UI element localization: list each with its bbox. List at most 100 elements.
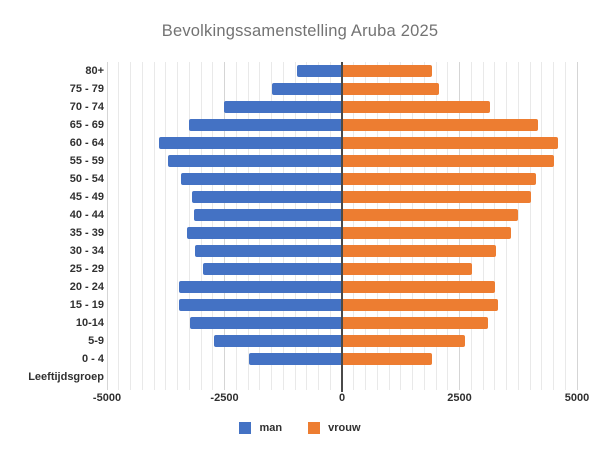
- category-label-10-14: 10-14: [75, 317, 104, 329]
- bar-vrouw-45 - 49: [342, 191, 531, 203]
- bar-vrouw-15 - 19: [342, 299, 498, 311]
- bar-man-25 - 29: [203, 263, 342, 275]
- category-label-65 - 69: 65 - 69: [69, 119, 104, 131]
- bar-vrouw-25 - 29: [342, 263, 472, 275]
- minor-gridline: [306, 62, 308, 390]
- legend-item-vrouw: vrouw: [308, 422, 361, 434]
- minor-gridline: [482, 62, 484, 390]
- x-tick-label--2500: -2500: [210, 392, 239, 404]
- legend: man vrouw: [0, 422, 600, 434]
- bar-vrouw-40 - 44: [342, 209, 518, 221]
- bar-vrouw-5-9: [342, 335, 465, 347]
- bar-vrouw-75 - 79: [342, 83, 440, 95]
- category-label-5-9: 5-9: [88, 335, 104, 347]
- chart-title: Bevolkingssamenstelling Aruba 2025: [161, 22, 439, 40]
- minor-gridline: [517, 62, 519, 390]
- bar-man-30 - 34: [194, 245, 342, 257]
- minor-gridline: [447, 62, 449, 390]
- category-label-45 - 49: 45 - 49: [69, 191, 104, 203]
- minor-gridline: [329, 62, 331, 390]
- bar-man-80+: [296, 65, 342, 77]
- bar-vrouw-30 - 34: [342, 245, 497, 257]
- minor-gridline: [494, 62, 496, 390]
- bar-man-60 - 64: [159, 137, 342, 149]
- bar-man-55 - 59: [167, 155, 342, 167]
- minor-gridline: [564, 62, 566, 390]
- bar-man-50 - 54: [180, 173, 342, 185]
- category-label-30 - 34: 30 - 34: [69, 245, 104, 257]
- minor-gridline: [141, 62, 143, 390]
- category-label-35 - 39: 35 - 39: [69, 227, 104, 239]
- minor-gridline: [529, 62, 531, 390]
- minor-gridline: [318, 62, 319, 390]
- category-label-70 - 74: 70 - 74: [69, 101, 104, 113]
- minor-gridline: [423, 62, 425, 390]
- minor-gridline: [294, 62, 296, 390]
- x-tick-label-2500: 2500: [447, 392, 472, 404]
- category-label-40 - 44: 40 - 44: [69, 209, 104, 221]
- category-label-75 - 79: 75 - 79: [69, 83, 104, 95]
- minor-gridline: [200, 62, 202, 390]
- major-gridline: [459, 62, 460, 390]
- bar-vrouw-10-14: [342, 317, 488, 329]
- legend-label-man: man: [259, 422, 283, 434]
- bar-man-0 - 4: [248, 353, 342, 365]
- bar-vrouw-60 - 64: [342, 137, 558, 149]
- minor-gridline: [153, 62, 155, 390]
- bar-man-40 - 44: [193, 209, 342, 221]
- x-tick-label-0: 0: [338, 392, 346, 404]
- minor-gridline: [365, 62, 366, 390]
- minor-gridline: [388, 62, 390, 390]
- bar-man-75 - 79: [272, 83, 342, 95]
- minor-gridline: [553, 62, 554, 390]
- bar-vrouw-50 - 54: [342, 173, 537, 185]
- bar-vrouw-55 - 59: [342, 155, 554, 167]
- bar-man-15 - 19: [178, 299, 342, 311]
- category-label-15 - 19: 15 - 19: [69, 299, 104, 311]
- minor-gridline: [353, 62, 355, 390]
- legend-swatch-vrouw: [308, 422, 321, 434]
- bar-vrouw-35 - 39: [342, 227, 511, 239]
- x-tick-label-5000: 5000: [564, 392, 590, 404]
- bar-man-5-9: [214, 335, 342, 347]
- legend-label-vrouw: vrouw: [328, 422, 361, 434]
- minor-gridline: [282, 62, 284, 390]
- bar-man-10-14: [190, 317, 342, 329]
- minor-gridline: [506, 62, 507, 390]
- major-gridline: [224, 62, 225, 390]
- bar-vrouw-65 - 69: [342, 119, 538, 131]
- bar-man-45 - 49: [192, 191, 342, 203]
- bar-vrouw-80+: [342, 65, 432, 77]
- minor-gridline: [259, 62, 261, 390]
- category-label-55 - 59: 55 - 59: [69, 155, 104, 167]
- bar-vrouw-20 - 24: [342, 281, 496, 293]
- minor-gridline: [541, 62, 543, 390]
- category-label-60 - 64: 60 - 64: [69, 137, 104, 149]
- category-label-50 - 54: 50 - 54: [69, 173, 104, 185]
- minor-gridline: [177, 62, 178, 390]
- category-label-20 - 24: 20 - 24: [69, 281, 104, 293]
- bar-man-35 - 39: [186, 227, 342, 239]
- legend-item-man: man: [239, 422, 282, 434]
- minor-gridline: [400, 62, 402, 390]
- minor-gridline: [435, 62, 437, 390]
- minor-gridline: [188, 62, 190, 390]
- minor-gridline: [247, 62, 249, 390]
- category-label-25 - 29: 25 - 29: [69, 263, 104, 275]
- bar-man-65 - 69: [188, 119, 342, 131]
- bar-man-20 - 24: [179, 281, 342, 293]
- minor-gridline: [235, 62, 237, 390]
- minor-gridline: [165, 62, 167, 390]
- major-gridline: [106, 62, 108, 390]
- x-tick-label--5000: -5000: [92, 392, 122, 404]
- category-axis-title: Leeftijdsgroep: [28, 371, 104, 383]
- bar-man-70 - 74: [223, 101, 342, 113]
- minor-gridline: [118, 62, 120, 390]
- minor-gridline: [470, 62, 472, 390]
- category-label-0 - 4: 0 - 4: [81, 353, 104, 365]
- category-label-80+: 80+: [85, 65, 104, 77]
- minor-gridline: [130, 62, 131, 390]
- legend-swatch-man: [239, 422, 252, 434]
- bar-vrouw-70 - 74: [342, 101, 491, 113]
